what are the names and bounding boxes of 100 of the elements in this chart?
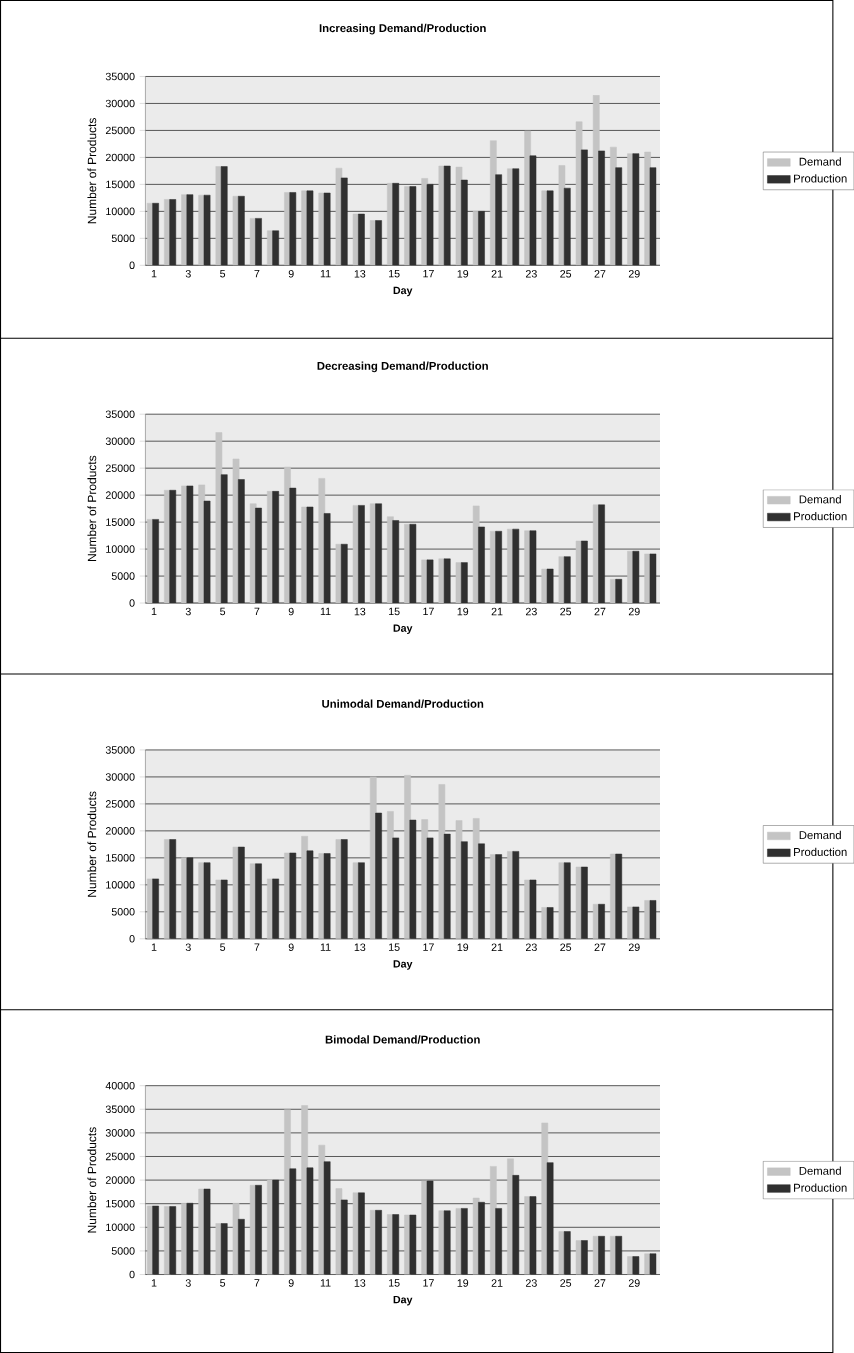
y-tick-label: 0 — [129, 1270, 135, 1279]
x-tick-label: 23 — [525, 607, 537, 616]
legend-label: Demand — [799, 1166, 841, 1175]
x-tick-label: 13 — [354, 1279, 366, 1287]
y-tick-label: 25000 — [105, 1152, 135, 1161]
y-tick-label: 10000 — [106, 881, 135, 889]
y-tick-label: 35000 — [105, 72, 135, 81]
x-tick-label: 29 — [628, 943, 640, 952]
x-tick-label: 29 — [628, 607, 640, 616]
x-tick-label: 17 — [423, 607, 434, 616]
x-tick-label: 23 — [525, 943, 537, 952]
y-tick-label: 15000 — [106, 518, 135, 526]
x-tick-label: 21 — [491, 607, 503, 616]
y-tick-label: 5000 — [111, 572, 135, 580]
x-tick-label: 21 — [491, 1279, 503, 1287]
y-tick-label: 20000 — [105, 827, 135, 835]
x-tick-label: 27 — [594, 607, 606, 616]
x-tick-label: 27 — [594, 270, 606, 278]
x-axis-title: Day — [393, 1295, 413, 1306]
y-tick-label: 20000 — [105, 1176, 135, 1184]
x-tick-label: 13 — [354, 270, 366, 278]
x-tick-label: 17 — [423, 270, 434, 278]
legend-label: Production — [793, 174, 847, 183]
y-tick-label: 0 — [129, 599, 135, 607]
x-tick-label: 5 — [219, 270, 226, 278]
y-tick-label: 25000 — [105, 464, 135, 472]
y-tick-label: 10000 — [106, 1223, 135, 1232]
y-tick-label: 5000 — [111, 1247, 135, 1255]
x-tick-label: 7 — [254, 943, 260, 951]
x-tick-label: 11 — [320, 1279, 331, 1287]
x-tick-label: 15 — [388, 943, 400, 951]
y-tick-label: 40000 — [105, 1081, 135, 1090]
x-tick-label: 29 — [628, 1279, 640, 1287]
y-tick-label: 35000 — [105, 410, 135, 418]
y-axis-title: Number of Products — [87, 1127, 97, 1233]
x-tick-label: 15 — [388, 607, 400, 616]
x-tick-label: 5 — [219, 943, 226, 951]
chart-title: Increasing Demand/Production — [319, 23, 486, 35]
x-tick-label: 25 — [560, 943, 572, 952]
x-tick-label: 3 — [185, 1279, 191, 1287]
x-tick-label: 13 — [354, 943, 366, 952]
x-axis-title: Day — [393, 624, 413, 634]
x-tick-label: 7 — [254, 270, 260, 278]
y-tick-label: 0 — [129, 935, 135, 943]
x-tick-label: 3 — [185, 943, 191, 952]
x-tick-label: 11 — [320, 270, 331, 278]
x-tick-label: 19 — [457, 607, 469, 616]
chart-title: Decreasing Demand/Production — [317, 361, 488, 373]
legend-label: Production — [793, 1183, 847, 1192]
x-axis-title: Day — [393, 960, 413, 970]
x-tick-label: 9 — [288, 1279, 294, 1287]
x-tick-label: 3 — [185, 270, 191, 278]
x-tick-label: 9 — [288, 270, 294, 278]
x-tick-label: 11 — [320, 943, 331, 951]
y-tick-label: 30000 — [105, 1129, 135, 1137]
y-tick-label: 15000 — [106, 180, 135, 189]
x-tick-label: 27 — [594, 1279, 606, 1287]
x-tick-label: 1 — [151, 607, 157, 616]
x-tick-label: 19 — [457, 270, 469, 278]
x-tick-label: 25 — [560, 270, 572, 278]
legend-label: Production — [793, 847, 847, 856]
x-tick-label: 27 — [594, 943, 606, 951]
y-tick-label: 30000 — [105, 99, 135, 108]
x-tick-label: 17 — [423, 943, 434, 951]
y-tick-label: 0 — [129, 261, 135, 270]
x-tick-label: 19 — [457, 943, 469, 952]
legend-label: Demand — [799, 830, 841, 840]
x-tick-label: 17 — [423, 1279, 434, 1287]
x-tick-label: 25 — [560, 607, 572, 616]
x-tick-label: 9 — [288, 607, 294, 616]
chart-title: Unimodal Demand/Production — [322, 699, 484, 708]
x-tick-label: 29 — [628, 270, 640, 278]
y-tick-label: 25000 — [105, 126, 135, 135]
chart-title: Bimodal Demand/Production — [325, 1035, 480, 1044]
y-tick-label: 30000 — [105, 437, 135, 445]
y-tick-label: 35000 — [105, 1105, 135, 1114]
y-tick-label: 10000 — [106, 545, 135, 553]
y-tick-label: 25000 — [105, 800, 135, 808]
y-tick-label: 15000 — [106, 1199, 135, 1208]
x-tick-label: 19 — [457, 1279, 469, 1287]
x-tick-label: 23 — [525, 1279, 537, 1287]
x-tick-label: 25 — [560, 1279, 572, 1287]
x-tick-label: 5 — [219, 1279, 226, 1287]
x-tick-label: 1 — [151, 270, 157, 278]
legend-label: Demand — [799, 157, 841, 166]
x-tick-label: 21 — [491, 943, 503, 951]
y-tick-label: 35000 — [105, 746, 135, 754]
x-tick-label: 5 — [219, 607, 226, 616]
x-tick-label: 9 — [288, 943, 294, 952]
y-tick-label: 5000 — [111, 908, 135, 916]
y-tick-label: 20000 — [105, 491, 135, 499]
x-tick-label: 1 — [151, 943, 157, 951]
x-tick-label: 7 — [254, 607, 260, 616]
x-tick-label: 21 — [491, 270, 503, 278]
x-tick-label: 23 — [525, 270, 537, 278]
y-tick-label: 30000 — [105, 773, 135, 781]
x-tick-label: 11 — [320, 607, 331, 616]
y-axis-title: Number of Products — [87, 455, 97, 561]
legend-label: Demand — [799, 495, 841, 504]
x-tick-label: 3 — [185, 607, 191, 616]
